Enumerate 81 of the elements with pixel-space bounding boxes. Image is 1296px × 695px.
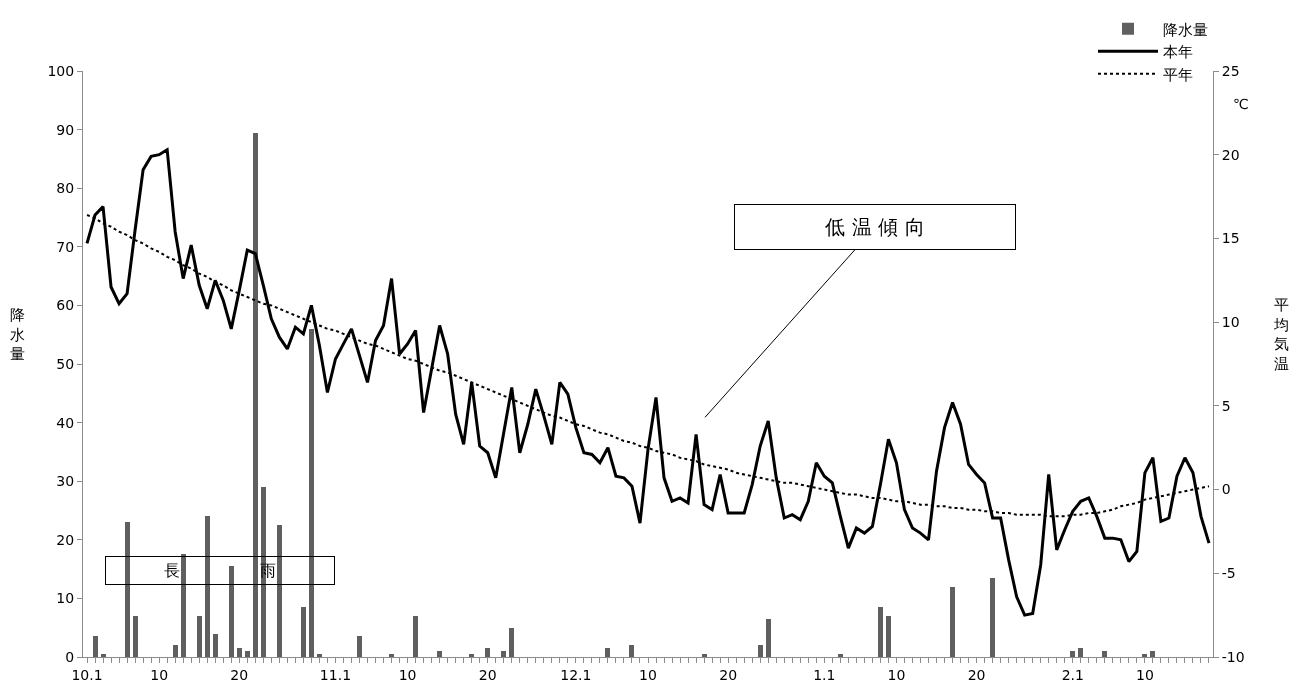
bar xyxy=(1150,651,1155,657)
x-tick-label: 20 xyxy=(719,666,738,683)
bar xyxy=(766,619,771,657)
bar xyxy=(213,634,218,657)
y2-tick-label: -5 xyxy=(1221,565,1236,582)
bar xyxy=(245,651,250,657)
bar xyxy=(758,645,763,657)
bar xyxy=(389,654,394,657)
y-tick-label: 20 xyxy=(56,531,75,548)
bar xyxy=(1078,648,1083,657)
line-series xyxy=(85,148,1211,617)
y2-tick-label: 0 xyxy=(1221,481,1231,498)
bar xyxy=(485,648,490,657)
bar xyxy=(437,651,442,657)
legend-label: 降水量 xyxy=(1163,20,1208,39)
x-tick-label: 20 xyxy=(478,666,497,683)
y2-tick-label: 15 xyxy=(1221,230,1240,247)
x-tick-label: 12.1 xyxy=(560,666,592,683)
y-tick-label: 0 xyxy=(65,648,75,665)
bar xyxy=(469,654,474,657)
bar xyxy=(629,645,634,657)
x-tick-label: 10.1 xyxy=(71,666,103,683)
bar xyxy=(878,607,883,657)
bar xyxy=(237,648,242,657)
y2-axis-title: 平均気温 xyxy=(1273,296,1289,373)
y-tick-label: 60 xyxy=(56,297,75,314)
y-tick-label: 40 xyxy=(56,414,75,431)
y-tick-label: 70 xyxy=(56,238,75,255)
y-tick-label: 50 xyxy=(56,355,75,372)
y-tick-label: 90 xyxy=(56,121,75,138)
y-tick-label: 80 xyxy=(56,180,75,197)
bar xyxy=(277,525,282,657)
y-tick-label: 100 xyxy=(47,62,75,79)
bar xyxy=(950,587,955,657)
bar xyxy=(886,616,891,657)
bar xyxy=(509,628,514,657)
y-axis-title: 降水量 xyxy=(10,306,25,363)
bar xyxy=(605,648,610,657)
bar xyxy=(133,616,138,657)
bar xyxy=(702,654,707,657)
bar xyxy=(93,636,98,657)
x-tick-label: 10 xyxy=(1135,666,1154,683)
x-tick-label: 2.1 xyxy=(1061,666,1084,683)
x-tick-label: 10 xyxy=(639,666,657,683)
bar xyxy=(1102,651,1107,657)
y2-tick-label: 20 xyxy=(1221,146,1240,163)
bar xyxy=(838,654,843,657)
x-tick-label: 10 xyxy=(398,666,417,683)
bar xyxy=(990,578,995,657)
bar xyxy=(197,616,202,657)
bar xyxy=(317,654,322,657)
x-tick-label: 10 xyxy=(150,666,169,683)
bar xyxy=(253,133,258,657)
bar xyxy=(1070,651,1075,657)
x-tick-label: 10 xyxy=(887,666,906,683)
legend-label: 平年 xyxy=(1163,65,1193,84)
y2-tick-label: 5 xyxy=(1221,397,1231,414)
y-tick-label: 30 xyxy=(56,473,75,490)
y-tick-label: 10 xyxy=(56,590,75,607)
bar xyxy=(205,516,210,657)
y2-tick-label: 25 xyxy=(1221,62,1240,79)
x-tick-label: 1.1 xyxy=(813,666,836,683)
bar xyxy=(101,654,106,657)
x-tick-label: 20 xyxy=(230,666,249,683)
bar xyxy=(501,651,506,657)
x-tick-label: 11.1 xyxy=(319,666,352,683)
bar xyxy=(125,522,130,657)
text: ℃ xyxy=(1233,96,1249,112)
y2-tick-label: -10 xyxy=(1221,648,1245,665)
bar xyxy=(1142,654,1147,657)
x-tick-label: 20 xyxy=(967,666,986,683)
legend-label: 本年 xyxy=(1163,43,1193,61)
bar xyxy=(229,566,234,657)
bar xyxy=(309,329,314,657)
annotation: 低 温 傾 向 xyxy=(825,215,925,239)
bar xyxy=(357,636,362,657)
bar xyxy=(301,607,306,657)
bar xyxy=(181,554,186,657)
bar xyxy=(173,645,178,657)
y2-tick-label: 10 xyxy=(1221,314,1240,331)
bar xyxy=(413,616,418,657)
